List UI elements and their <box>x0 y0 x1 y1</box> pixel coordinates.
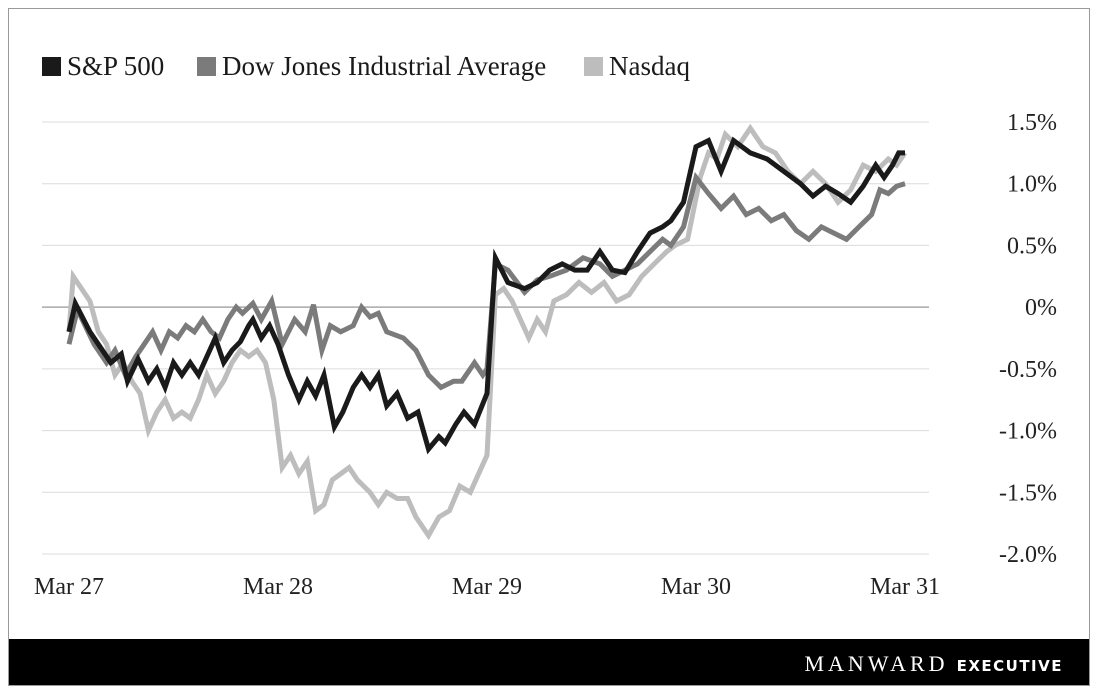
x-tick-label: Mar 29 <box>452 574 522 600</box>
x-tick-label: Mar 28 <box>243 574 313 600</box>
x-tick-label: Mar 30 <box>661 574 731 600</box>
legend-swatch <box>584 57 603 76</box>
line-chart: S&P 500 Dow Jones Industrial Average Nasda… <box>34 51 1057 600</box>
x-tick-label: Mar 31 <box>870 574 940 600</box>
x-tick-label: Mar 27 <box>34 574 104 600</box>
legend-label: S&P 500 <box>67 51 164 81</box>
y-tick-label: 1.5% <box>1007 110 1057 136</box>
footer-bar: MANWARD EXECUTIVE <box>9 639 1089 685</box>
brand-name: MANWARD <box>804 651 949 676</box>
legend-label: Nasdaq <box>609 51 690 81</box>
legend: S&P 500 Dow Jones Industrial Average Nasda… <box>42 51 690 81</box>
y-tick-label: -0.5% <box>999 357 1057 383</box>
x-axis: Mar 27 Mar 28 Mar 29 Mar 30 Mar 31 <box>34 574 940 600</box>
y-tick-label: 1.0% <box>1007 172 1057 198</box>
y-tick-label: 0% <box>1025 295 1057 321</box>
series-lines <box>66 123 908 541</box>
legend-swatch <box>197 57 216 76</box>
series-line-s-p-500 <box>66 136 905 455</box>
legend-swatch <box>42 57 61 76</box>
y-axis: 1.5% 1.0% 0.5% 0% -0.5% -1.0% -1.5% -2.0% <box>999 110 1057 568</box>
legend-label: Dow Jones Industrial Average <box>222 51 546 81</box>
chart-frame: S&P 500 Dow Jones Industrial Average Nasda… <box>8 8 1090 686</box>
y-tick-label: 0.5% <box>1007 233 1057 259</box>
y-tick-label: -1.5% <box>999 480 1057 506</box>
y-tick-label: -1.0% <box>999 419 1057 445</box>
brand-logo: MANWARD EXECUTIVE <box>804 651 1063 677</box>
brand-tagline: EXECUTIVE <box>956 657 1063 675</box>
series-line-dow-jones-industrial-average <box>66 171 906 391</box>
y-tick-label: -2.0% <box>999 542 1057 568</box>
